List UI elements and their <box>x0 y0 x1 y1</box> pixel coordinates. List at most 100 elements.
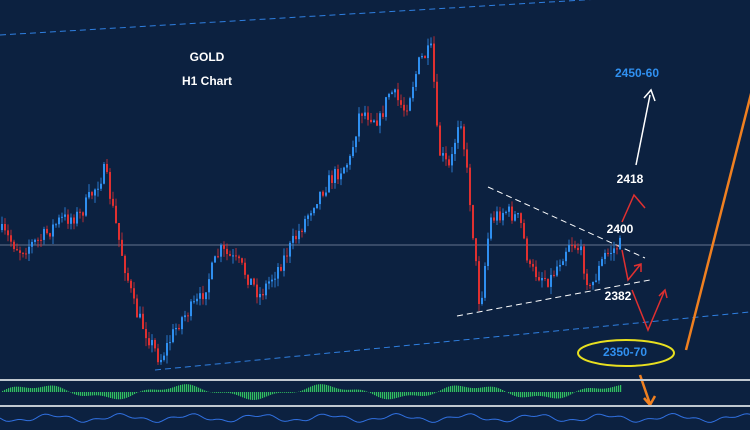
candle-body <box>550 274 552 287</box>
candle-body <box>325 192 327 196</box>
candle-body <box>79 211 81 213</box>
hist-bar <box>568 392 570 396</box>
candle-body <box>460 126 462 128</box>
hist-bar <box>464 386 466 392</box>
hist-bar <box>238 392 240 396</box>
hist-bar <box>108 392 110 398</box>
candle-body <box>133 288 135 299</box>
candle-body <box>469 167 471 206</box>
hist-bar <box>66 390 68 392</box>
hist-bar <box>280 392 282 393</box>
hist-bar <box>410 392 412 396</box>
candle-body <box>358 113 360 137</box>
candle-body <box>415 74 417 87</box>
hist-bar <box>586 388 588 392</box>
hist-bar <box>344 389 346 392</box>
candle-body <box>373 120 375 123</box>
hist-bar <box>602 388 604 392</box>
hist-bar <box>36 387 38 392</box>
hist-bar <box>304 389 306 392</box>
hist-bar <box>328 385 330 392</box>
arrow <box>635 94 651 166</box>
hist-bar <box>374 392 376 396</box>
hist-bar <box>212 392 214 393</box>
candle-body <box>565 251 567 262</box>
hist-bar <box>484 387 486 392</box>
hist-bar <box>152 389 154 392</box>
candle-body <box>259 293 261 298</box>
hist-bar <box>134 392 136 395</box>
hist-bar <box>402 392 404 397</box>
candle-body <box>202 293 204 300</box>
candle-body <box>340 173 342 180</box>
candle-body <box>613 248 615 253</box>
hist-bar <box>438 391 440 392</box>
hist-bar <box>520 392 522 398</box>
hist-bar <box>406 392 408 396</box>
hist-bar <box>340 389 342 392</box>
hist-bar <box>558 392 560 399</box>
candle-body <box>58 217 60 225</box>
hist-bar <box>584 388 586 392</box>
hist-bar <box>284 392 286 393</box>
hist-bar <box>34 388 36 392</box>
candle-body <box>412 86 414 99</box>
candle-body <box>451 154 453 166</box>
hist-bar <box>224 392 226 393</box>
hist-bar <box>168 388 170 392</box>
hist-bar <box>60 387 62 392</box>
hist-bar <box>262 392 264 399</box>
hist-bar <box>272 392 274 395</box>
hist-bar <box>40 387 42 392</box>
candle-body <box>421 56 423 58</box>
hist-bar <box>460 386 462 392</box>
hist-bar <box>366 391 368 392</box>
candle-body <box>274 278 276 280</box>
candle-body <box>391 92 393 94</box>
hist-bar <box>240 392 242 397</box>
hist-bar <box>450 386 452 392</box>
level-label: 2450-60 <box>615 66 659 80</box>
candle-body <box>241 258 243 263</box>
hist-bar <box>62 388 64 392</box>
hist-bar <box>408 392 410 396</box>
candle-body <box>214 256 216 263</box>
hist-bar <box>554 392 556 399</box>
candle-body <box>433 43 435 82</box>
projection-line <box>684 92 750 351</box>
hist-bar <box>50 385 52 392</box>
hist-bar <box>480 387 482 392</box>
hist-bar <box>334 387 336 392</box>
hist-bar <box>498 388 500 392</box>
hist-bar <box>616 385 618 392</box>
candle-body <box>466 149 468 168</box>
candle-body <box>124 255 126 274</box>
hist-bar <box>378 392 380 398</box>
candle-body <box>232 255 234 257</box>
candle-body <box>616 248 618 250</box>
hist-bar <box>10 387 12 392</box>
candle-body <box>334 169 336 183</box>
hist-bar <box>308 387 310 392</box>
candle-body <box>376 120 378 126</box>
candle-body <box>76 211 78 224</box>
hist-bar <box>96 392 98 396</box>
hist-bar <box>614 386 616 392</box>
hist-bar <box>248 392 250 400</box>
hist-bar <box>162 389 164 392</box>
hist-bar <box>440 390 442 392</box>
hist-bar <box>100 392 102 396</box>
hist-bar <box>84 392 86 397</box>
candle-body <box>175 327 177 330</box>
hist-bar <box>352 389 354 392</box>
hist-bar <box>92 392 94 396</box>
hist-bar <box>458 385 460 392</box>
candle-body <box>487 238 489 266</box>
hist-bar <box>604 388 606 392</box>
hist-bar <box>300 391 302 392</box>
hist-bar <box>442 389 444 392</box>
hist-bar <box>380 392 382 398</box>
hist-bar <box>500 389 502 392</box>
hist-bar <box>446 387 448 392</box>
hist-bar <box>336 388 338 392</box>
